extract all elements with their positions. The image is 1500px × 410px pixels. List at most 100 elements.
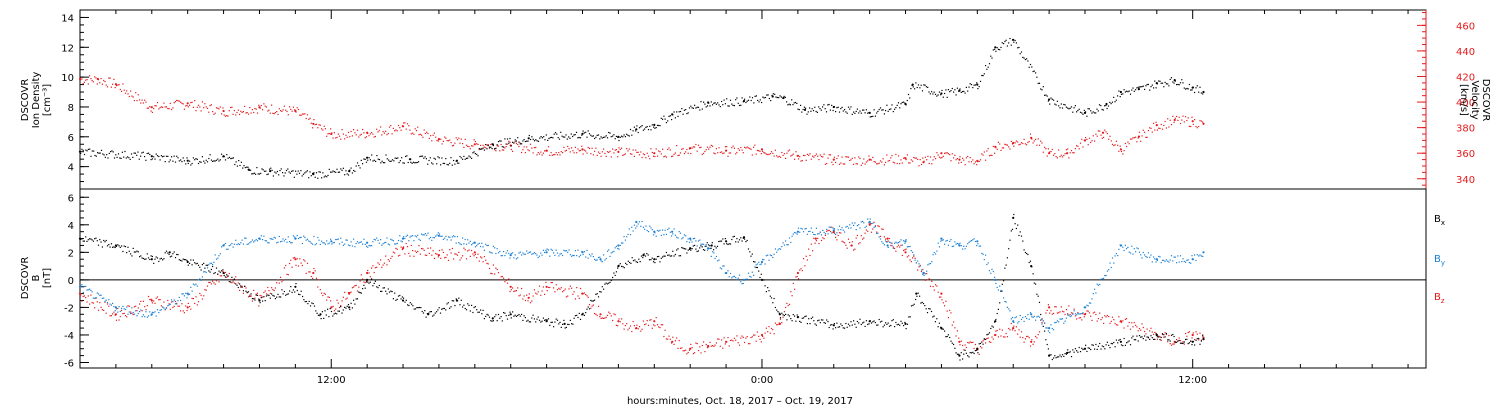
velocity-series-point [321, 128, 323, 130]
bx-series-point [606, 283, 609, 285]
bx-series-point [573, 317, 575, 319]
bx-series-point [1006, 257, 1008, 259]
bz-series-point [619, 321, 621, 323]
bx-series-point [908, 316, 910, 318]
velocity-series-point [860, 164, 862, 166]
bx-series-point [506, 318, 509, 320]
density-series-point [853, 111, 855, 113]
by-series-point [1019, 314, 1021, 317]
density-series-point [405, 155, 407, 158]
velocity-tick-label: 400 [1456, 98, 1475, 109]
velocity-series-point [773, 155, 775, 157]
by-series-point [1030, 313, 1033, 316]
density-series-point [1020, 51, 1023, 53]
density-series-point [959, 88, 961, 90]
by-series-point [1005, 301, 1007, 303]
by-series-point [277, 241, 279, 243]
velocity-series-point [1040, 140, 1042, 142]
density-series-point [1126, 90, 1128, 92]
by-series-point [209, 262, 211, 264]
density-series-point [917, 84, 920, 86]
bz-series-point [281, 281, 283, 283]
bx-series-point [878, 318, 880, 321]
by-series-point [1195, 259, 1197, 262]
density-series-point [270, 167, 272, 169]
bz-series-point [467, 250, 469, 252]
density-series-point [642, 129, 644, 131]
bx-series-point [329, 308, 331, 310]
velocity-series-point [718, 147, 720, 149]
velocity-series-point [787, 150, 789, 152]
bz-series-point [141, 310, 143, 312]
density-series-point [455, 159, 458, 162]
bx-series-point [171, 255, 173, 257]
velocity-series-point [145, 101, 147, 103]
density-series-point [288, 171, 290, 173]
bz-series-point [541, 290, 543, 292]
by-series-point [214, 254, 216, 256]
by-series-point [399, 235, 401, 237]
by-series-point [805, 227, 807, 230]
b-tick-label: 4 [68, 221, 74, 232]
by-series-point [527, 252, 529, 254]
density-series-point [1177, 83, 1179, 86]
velocity-series-point [665, 156, 667, 158]
by-series-point [695, 240, 697, 242]
bz-series-point [330, 306, 333, 309]
bz-series-point [995, 330, 997, 332]
by-series-point [782, 242, 784, 244]
density-series-point [612, 135, 614, 137]
by-series-point [1170, 255, 1173, 257]
bz-series-point [200, 294, 202, 296]
velocity-series-point [714, 153, 716, 155]
velocity-series-point [819, 154, 821, 156]
velocity-series-point [695, 143, 697, 146]
density-series-point [133, 152, 135, 154]
by-series-point [568, 249, 570, 251]
bx-series-point [514, 314, 516, 316]
velocity-series-point [1188, 125, 1190, 127]
bx-series-point [851, 324, 853, 326]
velocity-series-point [355, 134, 357, 136]
density-series-point [736, 97, 738, 99]
bx-series-point [1009, 239, 1011, 241]
bz-series-point [1170, 344, 1173, 346]
bz-series-point [373, 271, 375, 274]
by-series-point [831, 232, 833, 234]
bz-series-point [419, 253, 421, 255]
bx-series-point [1082, 348, 1084, 351]
bz-series-point [327, 296, 329, 298]
bx-series-point [119, 246, 121, 248]
velocity-series-point [1068, 157, 1070, 159]
by-series-point [473, 241, 476, 244]
by-series-point [1145, 255, 1147, 258]
velocity-series-point [797, 158, 800, 160]
density-series-point [533, 140, 536, 142]
bz-series-point [814, 237, 817, 240]
velocity-series-point [1199, 120, 1201, 122]
bx-series-point [164, 252, 166, 254]
bz-series-point [1191, 337, 1193, 339]
by-series-point [281, 240, 283, 242]
bx-series-point [577, 316, 579, 319]
density-series-point [111, 150, 113, 152]
bx-series-point [383, 287, 385, 289]
velocity-series-point [941, 156, 943, 159]
velocity-axis-title: DSCOVRVelocity[km/s] [1458, 79, 1491, 122]
density-series-point [1127, 91, 1129, 93]
density-series-point [791, 99, 793, 101]
velocity-series-point [205, 106, 207, 108]
bx-series-point [1114, 346, 1116, 348]
velocity-series-point [782, 154, 784, 156]
by-series-point [746, 278, 748, 280]
bz-series-point [927, 279, 929, 281]
by-series-point [486, 245, 488, 247]
bz-series-point [1199, 332, 1201, 334]
by-series-point [92, 297, 94, 299]
bx-series-point [349, 308, 351, 311]
bx-series-point [495, 314, 497, 316]
by-series-point [1137, 248, 1139, 250]
bz-series-point [646, 320, 648, 322]
bx-series-point [526, 320, 528, 322]
density-series-point [722, 104, 724, 106]
